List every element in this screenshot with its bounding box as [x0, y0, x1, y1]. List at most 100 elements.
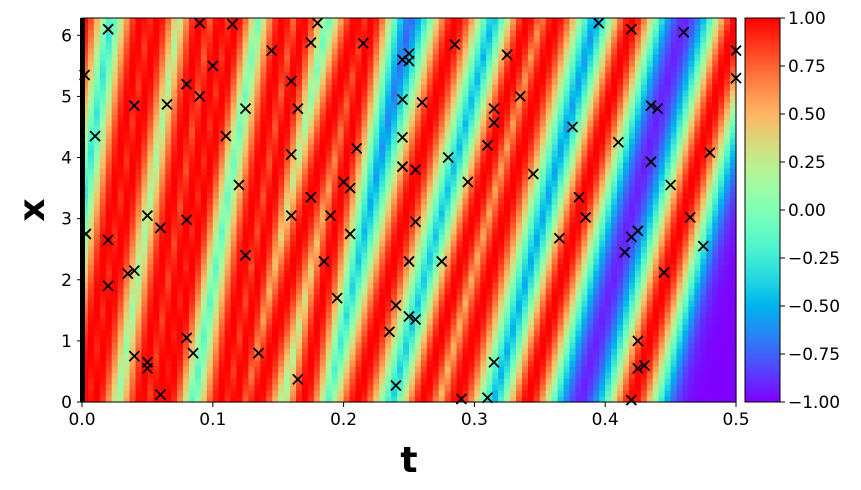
- heatmap-cell: [206, 192, 214, 199]
- heatmap-cell: [527, 384, 535, 391]
- heatmap-cell: [135, 318, 143, 325]
- heatmap-cell: [230, 234, 238, 241]
- heatmap-cell: [498, 162, 505, 169]
- heatmap-cell: [272, 144, 279, 151]
- heatmap-cell: [516, 312, 523, 319]
- heatmap-cell: [391, 156, 398, 163]
- heatmap-cell: [319, 360, 327, 367]
- heatmap-cell: [533, 372, 541, 379]
- heatmap-cell: [129, 198, 137, 205]
- heatmap-cell: [123, 336, 131, 343]
- heatmap-cell: [337, 24, 345, 31]
- heatmap-cell: [272, 240, 279, 247]
- heatmap-cell: [510, 282, 517, 289]
- heatmap-cell: [361, 96, 368, 103]
- heatmap-cell: [504, 216, 511, 223]
- heatmap-cell: [516, 78, 523, 85]
- heatmap-cell: [236, 318, 244, 325]
- heatmap-cell: [153, 192, 160, 199]
- heatmap-cell: [105, 234, 113, 241]
- heatmap-cell: [272, 360, 279, 367]
- heatmap-cell: [301, 96, 309, 103]
- heatmap-cell: [242, 114, 250, 121]
- heatmap-cell: [278, 216, 285, 223]
- heatmap-cell: [367, 336, 374, 343]
- heatmap-cell: [135, 90, 143, 97]
- heatmap-cell: [135, 126, 143, 133]
- heatmap-cell: [224, 198, 232, 205]
- heatmap-cell: [218, 192, 226, 199]
- heatmap-cell: [284, 246, 291, 253]
- heatmap-cell: [492, 372, 499, 379]
- heatmap-cell: [343, 246, 351, 253]
- heatmap-cell: [99, 276, 107, 283]
- heatmap-cell: [236, 144, 244, 151]
- heatmap-cell: [426, 210, 434, 217]
- heatmap-cell: [319, 234, 327, 241]
- heatmap-cell: [260, 24, 267, 31]
- heatmap-cell: [236, 390, 244, 397]
- heatmap-cell: [492, 168, 499, 175]
- heatmap-cell: [462, 324, 470, 331]
- heatmap-cell: [539, 270, 547, 277]
- heatmap-cell: [290, 192, 297, 199]
- heatmap-cell: [539, 246, 547, 253]
- heatmap-cell: [510, 312, 517, 319]
- heatmap-cell: [194, 156, 202, 163]
- heatmap-cell: [254, 354, 261, 361]
- heatmap-cell: [99, 90, 107, 97]
- heatmap-cell: [278, 60, 285, 67]
- heatmap-cell: [379, 282, 386, 289]
- heatmap-cell: [486, 138, 493, 145]
- heatmap-cell: [254, 234, 261, 241]
- heatmap-cell: [409, 120, 416, 127]
- heatmap-cell: [450, 216, 458, 223]
- heatmap-cell: [468, 366, 475, 373]
- heatmap-cell: [82, 396, 89, 403]
- heatmap-cell: [254, 174, 261, 181]
- heatmap-cell: [492, 252, 499, 259]
- heatmap-cell: [105, 156, 113, 163]
- heatmap-cell: [331, 378, 339, 385]
- heatmap-cell: [438, 168, 446, 175]
- heatmap-cell: [284, 270, 291, 277]
- heatmap-cell: [290, 156, 297, 163]
- heatmap-cell: [420, 396, 428, 403]
- heatmap-cell: [367, 324, 374, 331]
- heatmap-cell: [301, 144, 309, 151]
- heatmap-cell: [212, 54, 220, 61]
- heatmap-cell: [284, 78, 291, 85]
- heatmap-cell: [123, 138, 131, 145]
- heatmap-cell: [307, 204, 315, 211]
- heatmap-cell: [313, 252, 321, 259]
- heatmap-cell: [260, 174, 267, 181]
- heatmap-cell: [206, 90, 214, 97]
- heatmap-cell: [236, 72, 244, 79]
- heatmap-cell: [533, 156, 541, 163]
- heatmap-cell: [123, 204, 131, 211]
- heatmap-cell: [337, 126, 345, 133]
- heatmap-cell: [521, 114, 529, 121]
- heatmap-cell: [147, 156, 154, 163]
- heatmap-cell: [183, 48, 190, 55]
- heatmap-cell: [93, 318, 101, 325]
- heatmap-cell: [533, 348, 541, 355]
- heatmap-cell: [93, 276, 101, 283]
- heatmap-cell: [510, 270, 517, 277]
- heatmap-cell: [242, 24, 250, 31]
- heatmap-cell: [147, 366, 154, 373]
- heatmap-cell: [254, 156, 261, 163]
- heatmap-cell: [284, 300, 291, 307]
- heatmap-cell: [367, 234, 374, 241]
- heatmap-cell: [450, 180, 458, 187]
- heatmap-cell: [99, 18, 107, 25]
- heatmap-cell: [284, 54, 291, 61]
- heatmap-cell: [468, 150, 475, 157]
- heatmap-cell: [153, 276, 160, 283]
- heatmap-cell: [82, 198, 89, 205]
- heatmap-cell: [272, 282, 279, 289]
- heatmap-cell: [539, 48, 547, 55]
- heatmap-cell: [533, 222, 541, 229]
- heatmap-cell: [296, 132, 303, 139]
- heatmap-cell: [367, 294, 374, 301]
